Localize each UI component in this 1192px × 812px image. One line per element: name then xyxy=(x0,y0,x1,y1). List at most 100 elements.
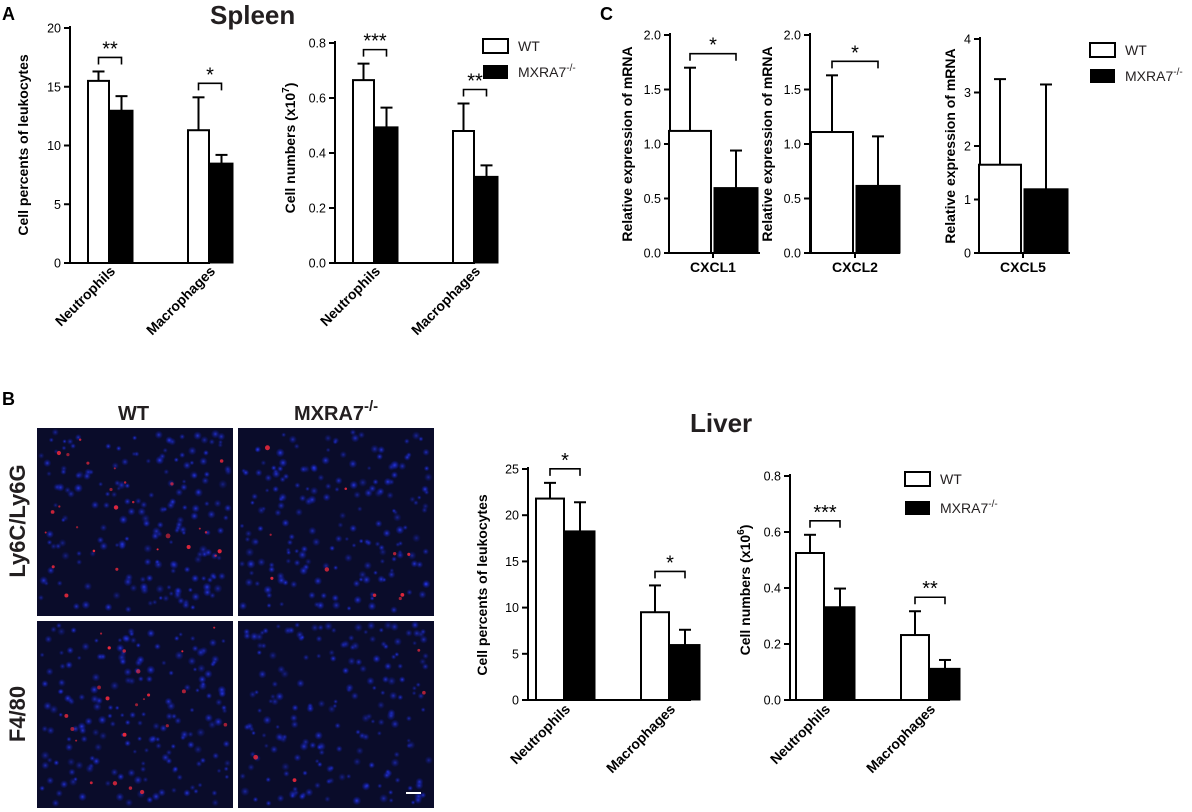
nucleus-dot xyxy=(239,523,245,529)
bar-wt xyxy=(352,79,375,264)
nucleus-dot xyxy=(305,486,310,492)
nucleus-dot xyxy=(59,663,66,670)
nucleus-dot xyxy=(369,635,377,643)
legend-wt-label: WT xyxy=(940,471,962,487)
nucleus-dot xyxy=(266,603,272,608)
nucleus-dot xyxy=(61,551,70,560)
nucleus-dot xyxy=(111,491,118,498)
marker-dot xyxy=(86,461,90,465)
nucleus-dot xyxy=(332,601,341,610)
nucleus-dot xyxy=(183,684,191,691)
nucleus-dot xyxy=(181,530,187,536)
nucleus-dot xyxy=(376,730,382,736)
nucleus-dot xyxy=(90,685,99,694)
nucleus-dot xyxy=(98,481,104,487)
nucleus-dot xyxy=(253,539,259,545)
nucleus-dot xyxy=(353,595,362,604)
nucleus-dot xyxy=(379,548,387,556)
nucleus-dot xyxy=(265,800,272,807)
nucleus-dot xyxy=(349,644,356,651)
nucleus-dot xyxy=(137,736,143,742)
nucleus-dot xyxy=(156,530,163,538)
nucleus-dot xyxy=(204,529,211,536)
marker-dot xyxy=(109,487,113,492)
nucleus-dot xyxy=(204,669,213,679)
y-tick-label: 0.0 xyxy=(644,247,661,261)
marker-dot xyxy=(181,650,184,653)
nucleus-dot xyxy=(165,749,172,756)
bar-wt xyxy=(978,163,1022,255)
nucleus-dot xyxy=(124,719,131,726)
nucleus-dot xyxy=(155,455,164,465)
nucleus-dot xyxy=(257,525,264,532)
nucleus-dot xyxy=(76,559,82,565)
nucleus-dot xyxy=(41,680,49,688)
nucleus-dot xyxy=(191,504,200,513)
y-axis-label: Relative expression of mRNA xyxy=(619,46,635,241)
micrograph-tile xyxy=(37,621,233,808)
nucleus-dot xyxy=(215,698,223,706)
spleen-percent-chart: 0 5 10 15 20 Cell percents of leukocytes ** Neu… xyxy=(15,22,234,338)
marker-dot xyxy=(113,467,116,470)
nucleus-dot xyxy=(391,508,397,514)
marker-dot xyxy=(56,450,61,456)
legend-wt-label: WT xyxy=(1125,42,1147,58)
marker-dot xyxy=(269,533,272,536)
nucleus-dot xyxy=(415,777,424,786)
nucleus-dot xyxy=(252,796,259,803)
nucleus-dot xyxy=(277,465,284,472)
nucleus-dot xyxy=(104,603,113,611)
nucleus-dot xyxy=(144,747,150,753)
nucleus-dot xyxy=(254,446,261,453)
bar-ko xyxy=(824,606,856,701)
nucleus-dot xyxy=(334,722,341,729)
nucleus-dot xyxy=(293,754,302,762)
nucleus-dot xyxy=(122,634,131,643)
y-tick-label: 0.0 xyxy=(309,257,326,271)
nucleus-dot xyxy=(239,773,246,780)
nucleus-dot xyxy=(411,690,417,696)
nucleus-dot xyxy=(299,566,308,576)
nucleus-dot xyxy=(81,600,91,610)
marker-dot xyxy=(264,445,270,451)
nucleus-dot xyxy=(45,667,54,676)
nucleus-dot xyxy=(146,629,155,638)
nucleus-dot xyxy=(272,485,279,493)
nucleus-dot xyxy=(386,711,396,721)
nucleus-dot xyxy=(420,792,427,799)
nucleus-dot xyxy=(61,445,67,451)
nucleus-dot xyxy=(377,446,385,454)
nucleus-dot xyxy=(145,458,152,464)
y-axis-label: Cell percents of leukocytes xyxy=(15,54,31,236)
nucleus-dot xyxy=(352,579,361,588)
category-label: Neutrophils xyxy=(52,263,118,329)
nucleus-dot xyxy=(354,623,363,632)
nucleus-dot xyxy=(356,747,364,755)
nucleus-dot xyxy=(250,500,255,506)
marker-dot xyxy=(132,500,135,504)
nucleus-dot xyxy=(132,749,138,754)
nucleus-dot xyxy=(333,699,338,704)
significance-label: ** xyxy=(467,71,483,93)
nucleus-dot xyxy=(391,556,397,562)
nucleus-dot xyxy=(299,742,309,751)
y-tick-label: 0.2 xyxy=(764,638,781,652)
nucleus-dot xyxy=(127,507,136,516)
nucleus-dot xyxy=(176,774,183,781)
nucleus-dot xyxy=(197,782,203,788)
nucleus-dot xyxy=(39,576,48,585)
nucleus-dot xyxy=(417,692,425,700)
nucleus-dot xyxy=(280,669,289,679)
y-axis-label: Relative expression of mRNA xyxy=(942,48,958,243)
nucleus-dot xyxy=(260,460,267,466)
nucleus-dot xyxy=(405,629,413,637)
y-tick-label: 5 xyxy=(512,647,519,661)
nucleus-dot xyxy=(346,687,352,693)
bar-ko xyxy=(209,162,234,264)
nucleus-dot xyxy=(378,627,384,633)
nucleus-dot xyxy=(353,491,361,499)
nucleus-dot xyxy=(276,572,285,580)
nucleus-dot xyxy=(274,509,282,517)
nucleus-dot xyxy=(162,595,170,602)
nucleus-dot xyxy=(195,760,203,767)
